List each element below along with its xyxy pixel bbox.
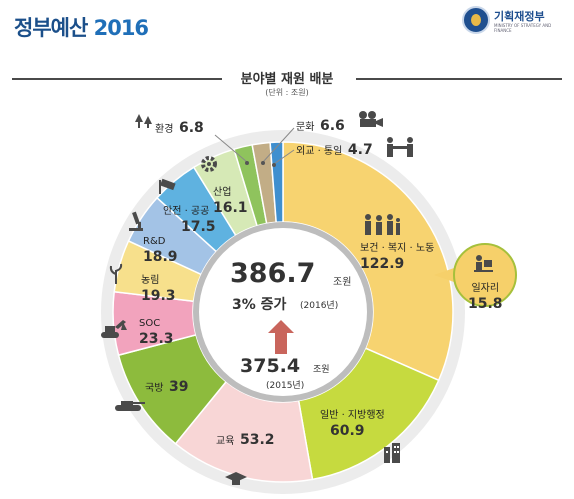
label-agriculture-name: 농림	[141, 275, 160, 286]
label-admin-name: 일반 · 지방행정	[320, 410, 385, 421]
label-agriculture-value: 19.3	[141, 287, 176, 304]
leader-dot-culture	[261, 161, 265, 165]
plant-icon	[109, 263, 123, 284]
growth-year: (2016년)	[300, 301, 339, 311]
label-industry-name: 산업	[213, 187, 232, 198]
up-arrow-icon	[268, 320, 294, 354]
title-rule-left	[12, 78, 222, 80]
label-industry: 산업 16.1	[213, 182, 248, 216]
leader-dot-environment	[245, 161, 249, 165]
worker-desk-icon	[474, 255, 493, 272]
label-defense-name: 국방	[145, 383, 164, 394]
label-defense-value: 39	[168, 379, 189, 395]
label-industry-value: 16.1	[213, 199, 248, 216]
label-culture-value: 6.6	[319, 118, 345, 134]
label-safety: 안전 · 공공 17.5	[163, 201, 216, 235]
label-soc-value: 23.3	[139, 330, 174, 347]
label-environment: 환경 6.8	[155, 119, 204, 136]
label-education: 교육 53.2	[216, 431, 275, 448]
label-culture-name: 문화	[296, 122, 315, 133]
gear-icon	[201, 156, 217, 172]
prev-budget-year: (2015년)	[266, 381, 305, 391]
total-budget-value: 386.7	[230, 258, 316, 289]
jobs-bubble-tail	[434, 268, 454, 282]
label-admin-value: 60.9	[330, 422, 365, 439]
label-jobs-value: 15.8	[468, 295, 503, 312]
building-icon	[384, 443, 400, 463]
tree-icon	[135, 114, 152, 128]
label-education-name: 교육	[216, 436, 235, 447]
label-rnd-name: R&D	[143, 236, 166, 247]
microscope-icon	[129, 211, 143, 231]
label-soc-name: SOC	[139, 318, 161, 329]
leader-line-environment	[214, 134, 248, 163]
label-diplomacy-name: 외교 · 통일	[296, 146, 343, 157]
label-education-value: 53.2	[239, 432, 275, 448]
donut-center	[199, 228, 367, 396]
label-soc: SOC 23.3	[139, 313, 174, 347]
chart-title: 분야별 재원 배분	[240, 72, 334, 87]
prev-budget-unit: 조원	[313, 365, 330, 375]
label-welfare-name: 보건 · 복지 · 노동	[360, 243, 435, 254]
logo-name: 기획재정부	[494, 10, 545, 23]
label-rnd: R&D 18.9	[143, 231, 178, 265]
label-admin: 일반 · 지방행정 60.9	[320, 405, 385, 439]
film-camera-icon	[359, 111, 383, 127]
label-jobs-name: 일자리	[471, 283, 500, 294]
label-welfare-value: 122.9	[360, 255, 405, 272]
excavator-icon	[101, 320, 127, 338]
label-safety-name: 안전 · 공공	[163, 206, 210, 217]
label-agriculture: 농림 19.3	[141, 270, 176, 304]
label-diplomacy: 외교 · 통일 4.7	[296, 141, 373, 158]
donut-slices	[112, 141, 454, 483]
page-title-text: 정부예산	[14, 16, 88, 40]
label-environment-name: 환경	[155, 124, 174, 135]
label-culture: 문화 6.6	[296, 117, 345, 134]
leader-dot-diplomacy	[272, 163, 276, 167]
label-welfare: 보건 · 복지 · 노동 122.9	[360, 238, 434, 272]
jobs-bubble	[453, 243, 517, 307]
leader-line-culture	[262, 127, 295, 163]
graduation-cap-icon	[225, 472, 247, 485]
total-budget-unit: 조원	[333, 277, 352, 288]
page-title-year: 2016	[93, 16, 149, 40]
page-title: 정부예산 2016	[14, 12, 149, 42]
label-jobs: 일자리 15.8	[468, 278, 503, 312]
prev-budget-value: 375.4	[240, 355, 301, 377]
chart-unit: (단위 : 조원)	[265, 88, 309, 97]
cctv-icon	[159, 178, 176, 194]
tank-icon	[115, 401, 145, 411]
leader-line-diplomacy	[273, 149, 295, 165]
title-rule-right	[356, 78, 562, 80]
logo-subtitle: MINISTRY OF STRATEGY AND FINANCE	[494, 23, 552, 33]
label-rnd-value: 18.9	[143, 248, 178, 265]
growth-rate: 3% 증가	[232, 297, 287, 313]
people-icon	[365, 214, 400, 235]
label-safety-value: 17.5	[181, 218, 216, 235]
ministry-logo: 기획재정부 MINISTRY OF STRATEGY AND FINANCE	[462, 4, 570, 40]
label-diplomacy-value: 4.7	[347, 142, 373, 158]
label-defense: 국방 39	[145, 378, 188, 395]
emblem-icon	[462, 6, 490, 34]
handshake-icon	[387, 137, 413, 157]
label-environment-value: 6.8	[178, 120, 204, 136]
